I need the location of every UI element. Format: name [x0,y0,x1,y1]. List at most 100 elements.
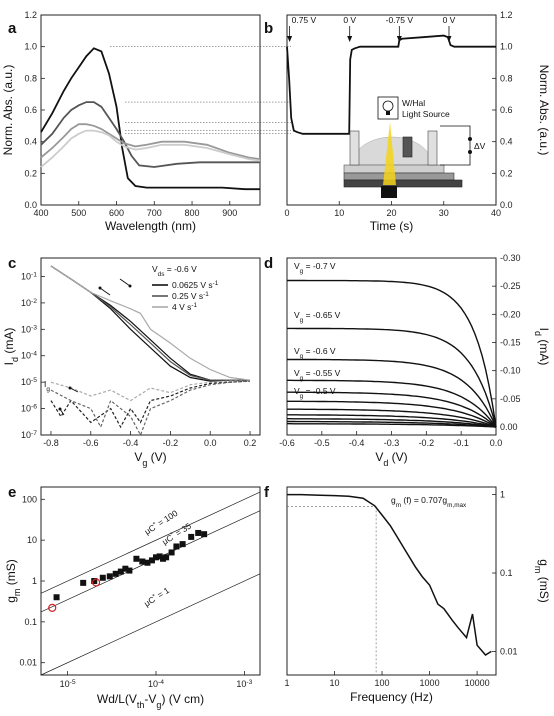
panel-label-b: b [264,20,273,37]
d-curve-label: Vg = -0.6 V [294,346,336,360]
e-ytick-label: 0.1 [24,617,37,627]
c-xtick-label: 0.2 [244,438,257,448]
c-series-5 [50,380,250,402]
inset-terminal-bottom [468,150,472,154]
c-ytick-label: 10-6 [21,403,37,414]
a-xtick-label: 600 [109,208,124,218]
inset-gate [402,136,413,158]
a-ylabel: Norm. Abs. (a.u.) [1,65,15,156]
panel-e-frame [40,486,261,676]
b-annotation-2: 0 V [343,15,356,25]
a-series-1 [40,47,260,191]
f-ytick-label: 1 [500,490,505,500]
b-xtick-label: 10 [334,208,344,218]
d-xtick-label: -0.2 [419,438,435,448]
c-ytick-label: 10-7 [21,430,37,441]
a-ytick-label: 1.0 [24,42,37,52]
a-ytick-label: 0.0 [24,200,37,210]
c-series-2 [50,265,250,382]
b-xtick-label: 20 [386,208,396,218]
f-xtick-label: 100 [375,678,390,688]
c-ytick-label: 10-4 [21,350,37,361]
c-legend-entry: 0.25 V s-1 [172,291,209,302]
inset-left-contact [349,130,360,166]
d-ylabel: Id (mA) [533,328,551,366]
e-ref-line-1 [40,491,261,594]
c-legend-entry: 0.0625 V s-1 [172,280,219,291]
d-curve-1 [287,279,497,428]
d-curve-label: Vg = -0.65 V [294,310,341,324]
d-xtick-label: -0.4 [349,438,365,448]
c-arrow-head [68,386,72,390]
c-series-7 [50,380,251,437]
a-xtick-label: 500 [71,208,86,218]
e-point [195,529,202,536]
panel-label-d: d [264,255,273,272]
d-xtick-label: -0.1 [453,438,469,448]
e-point [163,554,170,561]
e-point [144,559,151,566]
d-curve-2 [287,327,497,428]
inset-right-contact [427,130,438,166]
c-legend-entry: 4 V s-1 [172,302,197,313]
f-ylabel: gm (mS) [533,559,551,603]
d-curve-5 [287,391,497,428]
b-ytick-label: 0.2 [500,168,513,178]
e-ytick-label: 10 [27,535,37,545]
d-ytick-label: -0.25 [500,281,521,291]
b-ytick-label: 0.4 [500,137,513,147]
e-point [148,557,155,564]
d-ytick-label: 0.00 [500,422,518,432]
a-xtick-label: 800 [185,208,200,218]
e-point [53,594,60,601]
c-xtick-label: 0.0 [204,438,217,448]
d-curve-11 [287,423,497,428]
e-point [168,549,175,556]
c-ylabel: Id (mA) [2,328,20,366]
c-series-4 [50,265,251,381]
inset-detector [381,186,397,198]
a-ytick-label: 0.6 [24,105,37,115]
d-curve-label: Vg = -0.7 V [294,261,336,275]
d-xtick-label: -0.6 [279,438,295,448]
c-arrow-head [98,286,102,290]
c-ytick-label: 10-2 [21,297,37,308]
c-arrow [99,287,111,296]
d-curve-label: Vg = -0.5 V [294,386,336,400]
lamp-base [386,111,390,115]
c-xtick-label: -0.4 [123,438,139,448]
b-ytick-label: 0.6 [500,105,513,115]
e-ytick-label: 100 [22,494,37,504]
e-point [173,543,180,550]
e-ylabel: gm (mS) [4,559,22,603]
e-point [153,554,160,561]
d-curve-10 [287,420,497,428]
c-xtick-label: -0.8 [43,438,59,448]
e-point [179,541,186,548]
a-ytick-label: 0.8 [24,73,37,83]
d-ytick-label: -0.30 [500,253,521,263]
b-ytick-label: 0.0 [500,200,513,210]
b-ytick-label: 1.2 [500,10,513,20]
b-ytick-label: 0.8 [500,73,513,83]
d-xtick-label: -0.3 [384,438,400,448]
e-point [160,555,167,562]
f-series [287,493,492,656]
f-ytick-label: 0.1 [500,568,513,578]
e-point [139,558,146,565]
c-ytick-label: 10-5 [21,377,37,388]
e-point [156,553,163,560]
b-arrow-head [446,36,452,42]
b-ylabel: Norm. Abs. (a.u.) [537,65,551,156]
e-point [112,570,119,577]
b-xtick-label: 30 [439,208,449,218]
e-xtick-label: 10-4 [148,679,164,690]
panel-label-c: c [8,255,16,272]
a-series-2 [40,101,260,168]
d-xtick-label: -0.5 [314,438,330,448]
b-xtick-label: 40 [491,208,501,218]
inset-label-line1: W/Hal [402,98,425,108]
f-xtick-label: 1 [284,678,289,688]
d-xlabel: Vd (V) [375,450,407,468]
d-xtick-label: 0.0 [490,438,503,448]
